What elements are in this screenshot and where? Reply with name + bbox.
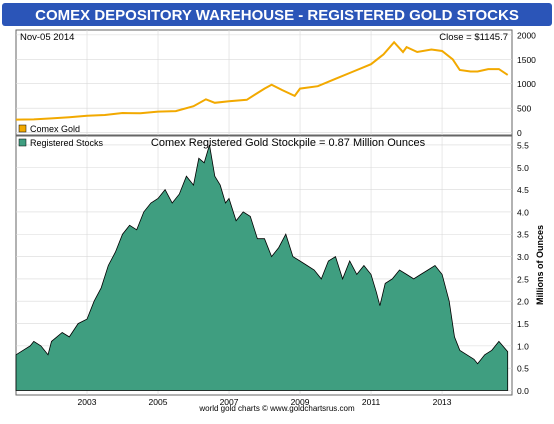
gold-y-axis: 0 500 1000 1500 2000 — [517, 30, 536, 138]
stocks-y-tick: 3.5 — [517, 230, 529, 240]
stocks-legend-label: Registered Stocks — [30, 138, 104, 148]
x-tick-label: 2003 — [78, 397, 97, 407]
y-axis-label: Millions of Ounces — [535, 225, 545, 305]
gold-panel — [15, 29, 513, 136]
stocks-y-tick: 5.0 — [517, 163, 529, 173]
gold-y-tick: 1000 — [517, 79, 536, 89]
gold-price-line — [15, 40, 509, 121]
title-bar — [2, 3, 552, 26]
x-tick-label: 2011 — [362, 397, 381, 407]
registered-stocks-area — [15, 144, 509, 391]
stocks-y-axis: 0.0 0.5 1.0 1.5 2.0 2.5 3.0 3.5 4.0 4.5 5.0 5.5 — [517, 140, 529, 396]
x-axis: 2003 2005 2007 2009 2011 2013 — [78, 397, 452, 407]
footer-credit: world gold charts © www.goldchartsrus.co… — [198, 404, 355, 413]
stocks-y-tick: 2.5 — [517, 274, 529, 284]
stockpile-title: Comex Registered Gold Stockpile = 0.87 M… — [151, 137, 426, 149]
x-tick-label: 2005 — [149, 397, 168, 407]
stocks-y-tick: 1.5 — [517, 319, 529, 329]
gold-legend-label: Comex Gold — [30, 124, 80, 134]
stocks-y-tick: 4.0 — [517, 207, 529, 217]
gold-grid — [16, 30, 512, 135]
stocks-y-tick: 0.0 — [517, 386, 529, 396]
gold-legend-swatch — [18, 124, 27, 133]
stocks-y-tick: 4.5 — [517, 185, 529, 195]
x-tick-label: 2013 — [433, 397, 452, 407]
gold-y-tick: 2000 — [517, 30, 536, 40]
x-tick-label: 2009 — [291, 397, 310, 407]
stocks-legend-swatch — [18, 138, 27, 147]
x-tick-label: 2007 — [220, 397, 239, 407]
stocks-y-tick: 2.0 — [517, 297, 529, 307]
stocks-y-tick: 1.0 — [517, 341, 529, 351]
gold-y-tick: 500 — [517, 104, 531, 114]
chart-title: COMEX DEPOSITORY WAREHOUSE - REGISTERED … — [35, 7, 519, 24]
gold-y-tick: 1500 — [517, 55, 536, 65]
date-label: Nov-05 2014 — [20, 32, 74, 43]
gold-y-tick: 0 — [517, 128, 522, 138]
stocks-y-tick: 3.0 — [517, 252, 529, 262]
stocks-y-tick: 5.5 — [517, 140, 529, 150]
close-label: Close = $1145.7 — [439, 32, 508, 43]
stocks-y-tick: 0.5 — [517, 364, 529, 374]
